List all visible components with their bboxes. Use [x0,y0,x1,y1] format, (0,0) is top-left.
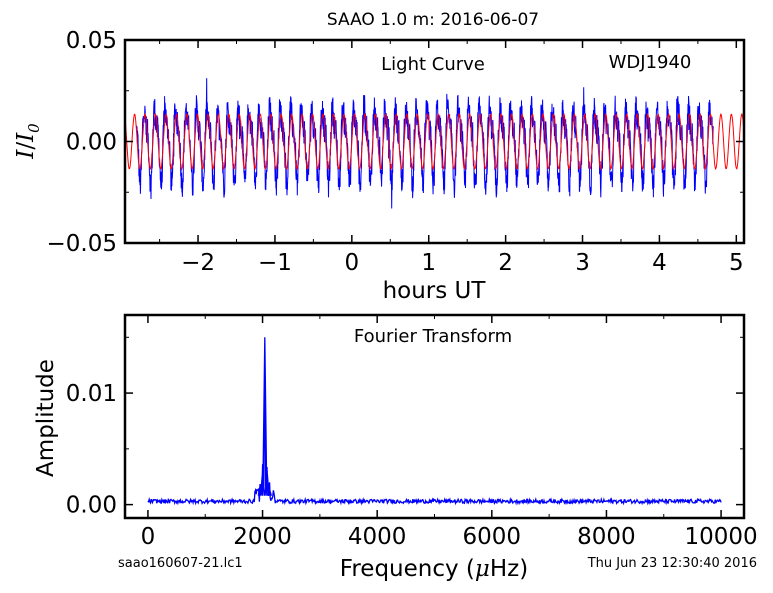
fourier-panel: 0 2000 4000 6000 8000 10000 0.00 0.01 Fourier T… [33,313,758,582]
light-curve-fit-series [125,112,744,171]
x-tick-label: 4 [652,250,667,276]
y-tick-label: 0.00 [66,130,117,156]
y-tick-label: 0.05 [66,28,117,54]
fourier-x-tick-label: 10000 [684,524,757,550]
ylabel-denominator: I [13,132,39,143]
light-curve-panel: −2 −1 0 1 2 3 4 5 −0.05 0.00 0.05 Light Curve WDJ1… [13,28,746,304]
target-label: WDJ1940 [609,52,692,73]
y-tick-label: −0.05 [47,231,117,257]
fourier-x-tick-label: 2000 [233,524,292,550]
footer-timestamp: Thu Jun 23 12:30:40 2016 [587,556,757,571]
fourier-amplitude-series [147,337,722,506]
fourier-x-tick-label: 8000 [577,524,636,550]
x-tick-label: 1 [421,250,436,276]
x-tick-label: 3 [575,250,590,276]
fourier-y-tick-label: 0.01 [66,381,117,407]
light-curve-plot-area [125,78,744,209]
fourier-y-tick-label: 0.00 [66,493,117,519]
fourier-ticks: 0 2000 4000 6000 8000 10000 0.00 0.01 [66,315,758,550]
x-tick-label: 2 [498,250,513,276]
x-tick-label: 0 [345,250,360,276]
x-tick-label: 5 [729,250,744,276]
light-curve-xlabel: hours UT [383,278,487,304]
x-tick-label: −2 [181,250,215,276]
fourier-plot-area [147,337,722,506]
light-curve-ylabel: I/I0 [13,123,43,160]
footer-filename: saao160607-21.lc1 [118,556,243,571]
light-curve-ticks: −2 −1 0 1 2 3 4 5 −0.05 0.00 0.05 [47,28,744,276]
ylabel-numerator: I [13,149,39,160]
figure-title: SAAO 1.0 m: 2016-06-07 [327,10,539,30]
fourier-x-tick-label: 4000 [348,524,407,550]
fourier-xlabel: Frequency (μHz) [340,556,528,582]
svg-text:I/I0: I/I0 [13,123,43,160]
fourier-ylabel: Amplitude [33,359,59,477]
fourier-annotation: Fourier Transform [354,326,512,347]
fourier-x-tick-label: 0 [141,524,156,550]
light-curve-annotation: Light Curve [381,54,485,75]
x-tick-label: −1 [258,250,292,276]
fourier-x-tick-label: 6000 [463,524,522,550]
ylabel-subscript: 0 [25,123,43,133]
